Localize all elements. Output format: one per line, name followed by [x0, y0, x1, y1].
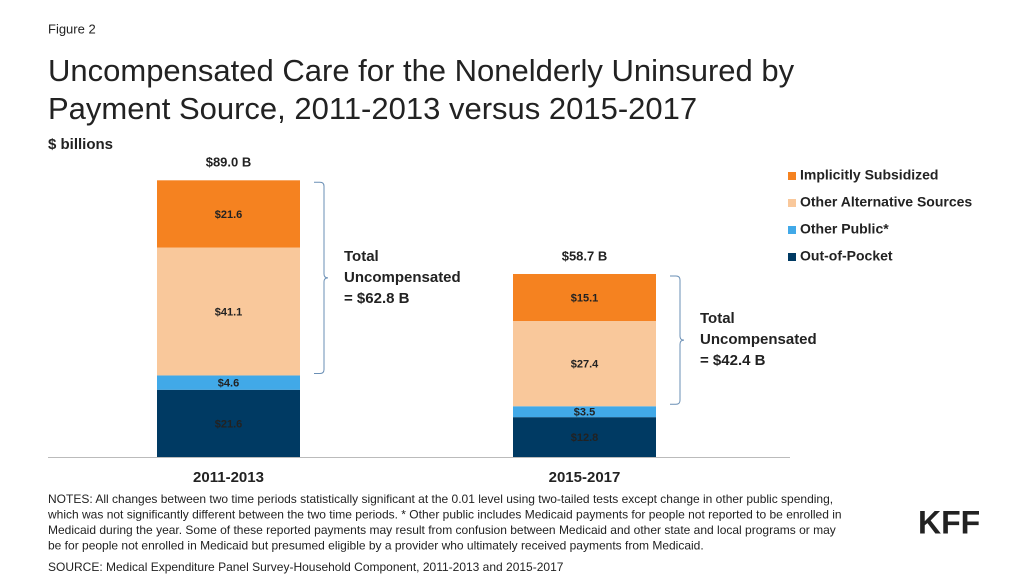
legend-label: Other Public*	[800, 221, 889, 237]
value-label: $15.1	[571, 292, 599, 304]
notes: be for people not enrolled in Medicaid b…	[48, 539, 704, 553]
annotation: Total	[344, 248, 379, 265]
legend-swatch	[788, 226, 796, 234]
annotation: Uncompensated	[344, 269, 461, 286]
value-label: $3.5	[574, 407, 595, 419]
legend-swatch	[788, 253, 796, 261]
bar-segment	[513, 273, 656, 321]
y-axis-label: $ billions	[48, 136, 113, 153]
bar-segment	[513, 320, 656, 407]
bar-segment	[157, 389, 300, 457]
bar-segment	[513, 406, 656, 418]
chart-title: Uncompensated Care for the Nonelderly Un…	[48, 53, 795, 88]
legend-swatch	[788, 172, 796, 180]
value-label: $41.1	[215, 306, 243, 318]
annotation: = $42.4 B	[700, 352, 766, 369]
legend-label: Out-of-Pocket	[800, 248, 893, 264]
value-label: $27.4	[571, 359, 599, 371]
legend-swatch	[788, 199, 796, 207]
notes: Medicaid during the year. Some of these …	[48, 523, 836, 537]
logo: KFF	[918, 504, 980, 540]
bar-segment	[513, 417, 656, 457]
bracket	[314, 181, 329, 374]
value-label: $12.8	[571, 432, 599, 444]
total-label: $89.0 B	[206, 155, 252, 170]
value-label: $21.6	[215, 418, 243, 430]
x-tick-label: 2011-2013	[193, 469, 264, 486]
legend-label: Other Alternative Sources	[800, 194, 972, 210]
source: SOURCE: Medical Expenditure Panel Survey…	[48, 560, 564, 574]
notes: NOTES: All changes between two time peri…	[48, 492, 833, 506]
annotation: Uncompensated	[700, 331, 817, 348]
value-label: $4.6	[218, 378, 239, 390]
bar-segment	[157, 180, 300, 248]
legend-label: Implicitly Subsidized	[800, 167, 938, 183]
total-label: $58.7 B	[562, 248, 608, 263]
value-label: $21.6	[215, 209, 243, 221]
bracket	[670, 275, 685, 405]
x-tick-label: 2015-2017	[549, 469, 621, 486]
figure-label: Figure 2	[48, 21, 96, 36]
notes: which was not significantly different be…	[47, 508, 842, 522]
annotation: = $62.8 B	[344, 290, 410, 307]
annotation: Total	[700, 310, 735, 327]
chart-title: Payment Source, 2011-2013 versus 2015-20…	[48, 91, 697, 126]
bar-segment	[157, 247, 300, 376]
bar-segment	[157, 375, 300, 390]
